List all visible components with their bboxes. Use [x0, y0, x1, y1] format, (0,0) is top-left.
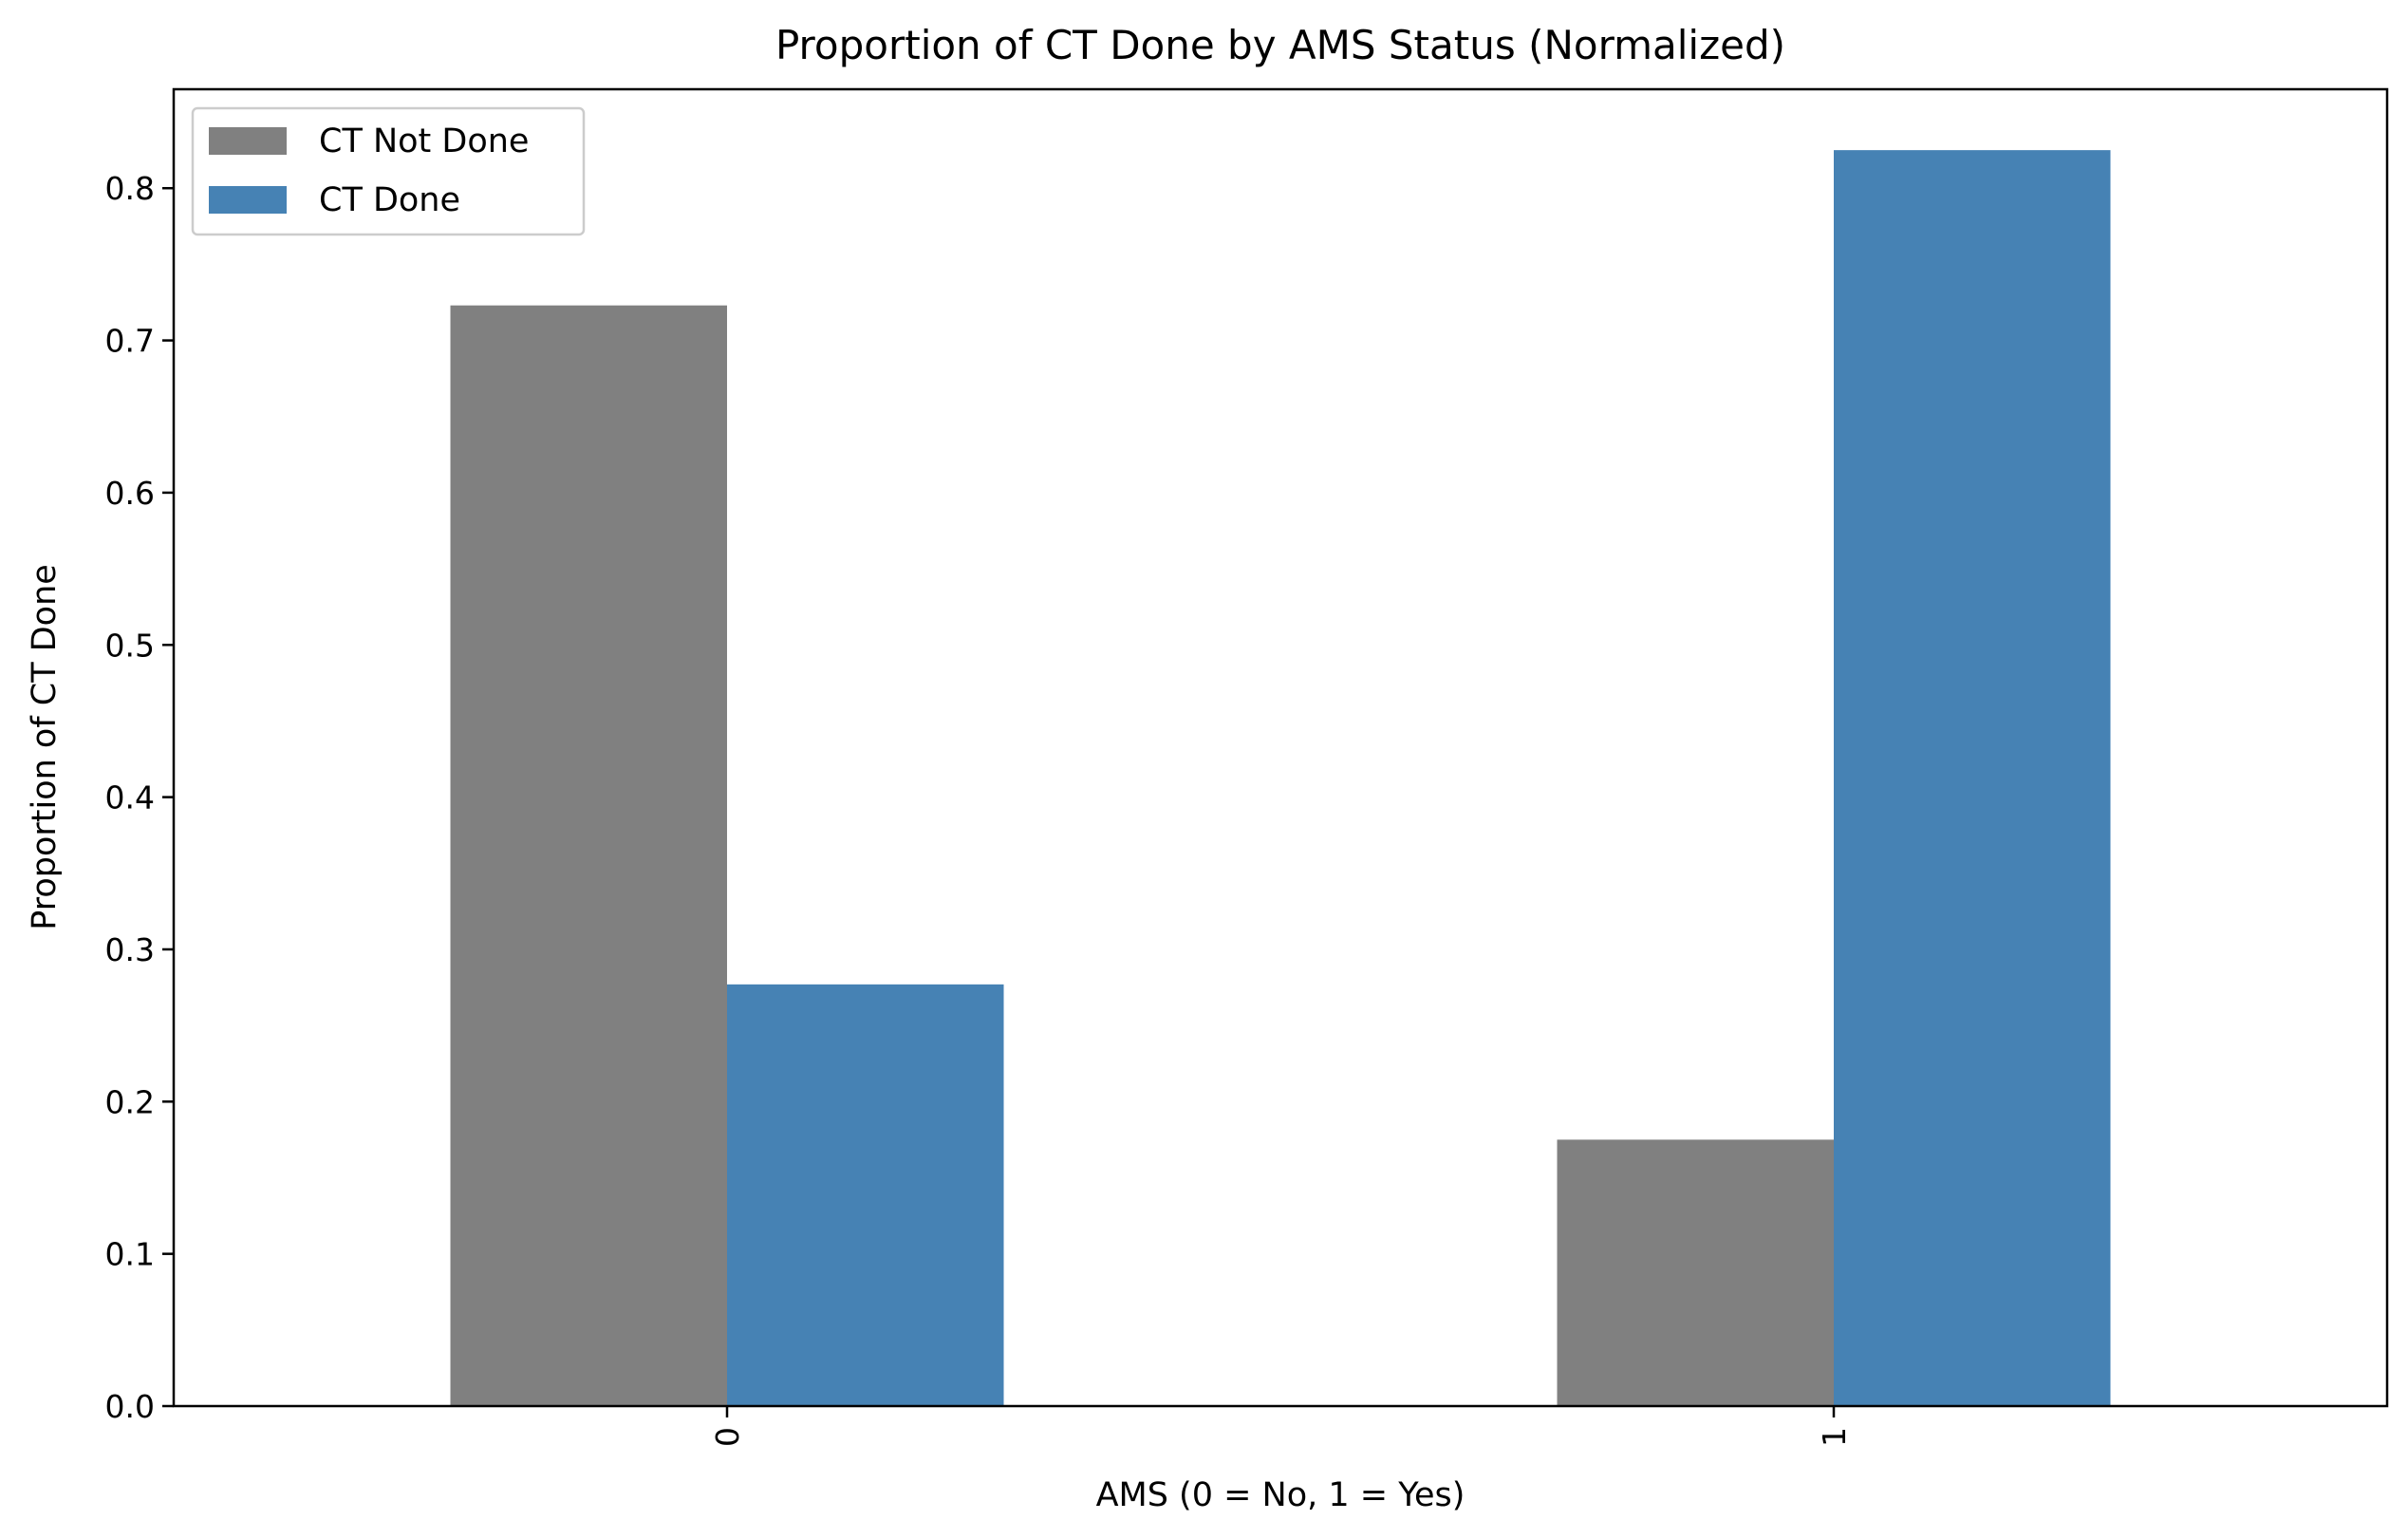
y-tick-label: 0.4 — [105, 779, 155, 816]
legend-swatch — [209, 186, 287, 214]
bar-ct-not-done-0 — [450, 305, 727, 1406]
y-tick-label: 0.3 — [105, 931, 155, 968]
plot-frame — [172, 87, 2389, 1408]
y-tick-label: 0.6 — [105, 475, 155, 512]
bars-layer — [450, 150, 2111, 1407]
y-tick-label: 0.8 — [105, 170, 155, 207]
legend-frame — [191, 106, 586, 236]
x-tick-label: 1 — [1816, 1427, 1853, 1447]
x-tick-label: 0 — [709, 1427, 746, 1447]
y-tick-label: 0.0 — [105, 1388, 155, 1425]
y-tick-label: 0.7 — [105, 323, 155, 360]
legend-swatch — [209, 127, 287, 155]
x-axis-label: AMS (0 = No, 1 = Yes) — [1096, 1476, 1465, 1514]
y-tick-label: 0.5 — [105, 627, 155, 664]
bar-ct-done-0 — [727, 984, 1004, 1406]
legend-label: CT Not Done — [319, 122, 529, 160]
y-axis: 0.0 0.1 0.2 0.3 0.4 0.5 0.6 0.7 0.8 — [105, 170, 174, 1425]
legend: CT Not Done CT Done — [191, 106, 586, 236]
legend-label: CT Done — [319, 181, 460, 219]
y-tick-label: 0.2 — [105, 1083, 155, 1120]
bar-ct-not-done-1 — [1557, 1139, 1834, 1406]
y-tick-label: 0.1 — [105, 1236, 155, 1273]
chart-title: Proportion of CT Done by AMS Status (Nor… — [775, 22, 1785, 68]
y-axis-label: Proportion of CT Done — [26, 564, 64, 930]
bar-ct-done-1 — [1834, 150, 2111, 1407]
